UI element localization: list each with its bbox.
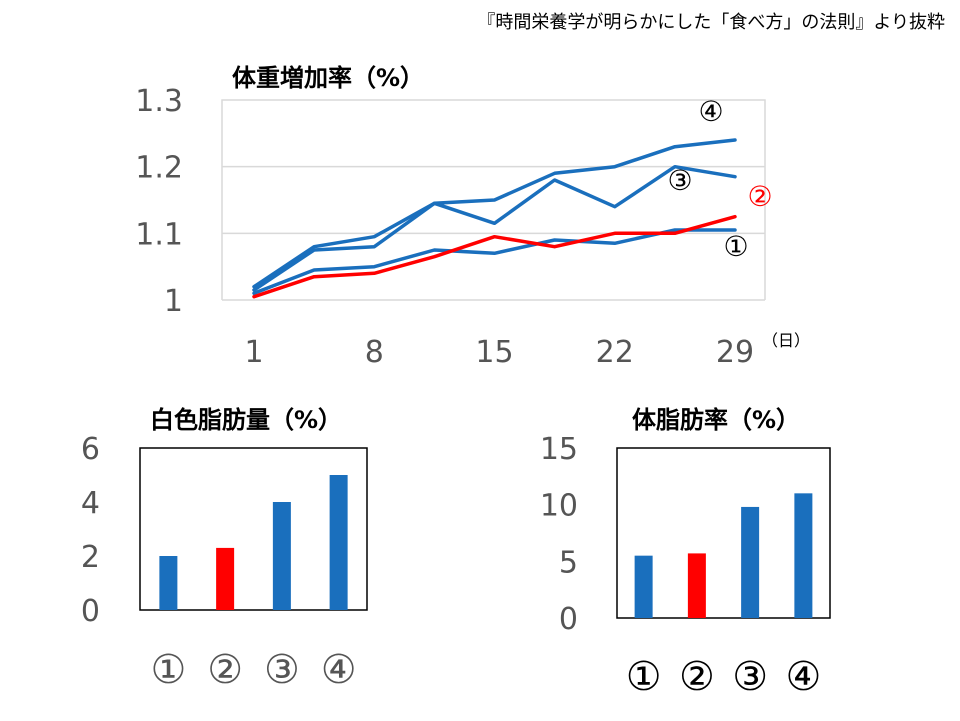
body-fat-y-tick-label: 5 (559, 545, 578, 580)
white-fat-y-tick-label: 6 (81, 432, 100, 467)
white-fat-category-label-3: ③ (264, 647, 300, 693)
weight-x-tick-label: 29 (716, 335, 754, 370)
white-fat-category-label-1: ① (150, 647, 186, 693)
white-fat-category-label-4: ④ (321, 647, 357, 693)
body-fat-bar-4 (794, 493, 813, 618)
white-fat-bar-1 (159, 556, 178, 610)
body-fat-y-tick-label: 0 (559, 602, 578, 637)
body-fat-bar-3 (741, 506, 760, 618)
white-fat-y-tick-label: 2 (81, 540, 100, 575)
body-fat-category-label-1: ① (626, 654, 662, 700)
weight-series-label-3: ③ (667, 164, 692, 197)
weight-y-tick-label: 1.3 (135, 84, 183, 119)
white-fat-plot-frame (139, 447, 368, 611)
weight-x-tick-label: 15 (475, 335, 513, 370)
weight-series-line-4 (252, 138, 737, 289)
weight-y-tick-label: 1.2 (135, 151, 183, 186)
white-fat-bar-chart: 白色脂肪量（%） 0 2 4 6 ① ② ③ ④ (81, 406, 368, 693)
white-fat-bar-3 (272, 502, 291, 610)
weight-series-line-1 (252, 228, 737, 296)
weight-x-tick-label: 1 (244, 335, 263, 370)
weight-y-tick-label: 1.1 (135, 217, 183, 252)
body-fat-bar-2 (687, 553, 706, 618)
weight-series-line-3 (252, 164, 737, 292)
body-fat-chart-title: 体脂肪率（%） (632, 406, 800, 434)
weight-series-label-2: ② (747, 180, 772, 213)
white-fat-category-label-2: ② (207, 647, 243, 693)
weight-y-tick-label: 1 (164, 284, 183, 319)
weight-series-label-4: ④ (698, 95, 723, 128)
weight-chart-x-unit: （日） (762, 331, 810, 350)
body-fat-y-tick-label: 15 (540, 432, 578, 467)
weight-chart-title: 体重増加率（%） (232, 64, 424, 92)
weight-x-tick-label: 22 (596, 335, 634, 370)
weight-series-label-1: ① (723, 230, 748, 263)
body-fat-category-label-2: ② (679, 654, 715, 700)
body-fat-category-label-3: ③ (732, 654, 768, 700)
source-caption: 『時間栄養学が明らかにした「食べ方」の法則』より抜粋 (477, 12, 945, 33)
white-fat-bar-2 (216, 547, 235, 610)
weight-plot-frame (221, 99, 766, 300)
weight-series-line-2 (252, 214, 737, 299)
white-fat-y-tick-label: 0 (81, 594, 100, 629)
body-fat-y-tick-label: 10 (540, 489, 578, 524)
body-fat-plot-frame (616, 447, 831, 619)
body-fat-bar-1 (634, 555, 653, 618)
weight-x-tick-label: 8 (365, 335, 384, 370)
body-fat-bar-chart: 体脂肪率（%） 0 5 10 15 ① ② ③ ④ (540, 406, 831, 700)
white-fat-chart-title: 白色脂肪量（%） (150, 406, 342, 434)
white-fat-bar-4 (329, 475, 348, 610)
body-fat-category-label-4: ④ (785, 654, 821, 700)
white-fat-y-tick-label: 4 (81, 486, 100, 521)
weight-gain-line-chart: 体重増加率（%） （日） 1 1.1 1.2 1.3 1 8 15 22 29 ① ② ③ ④ (135, 64, 810, 370)
